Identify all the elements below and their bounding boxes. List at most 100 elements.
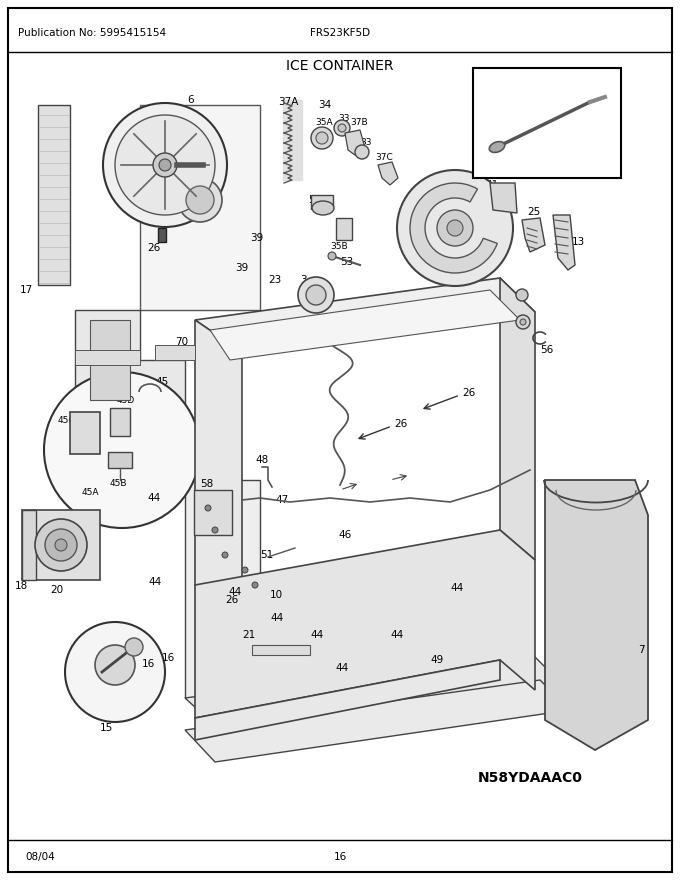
Polygon shape: [345, 130, 365, 155]
Text: 44: 44: [390, 630, 403, 640]
Text: 26: 26: [147, 243, 160, 253]
Text: 45: 45: [155, 377, 168, 387]
Text: 50: 50: [72, 528, 85, 538]
Text: 45C: 45C: [58, 415, 75, 424]
Bar: [22, 510, 100, 580]
Polygon shape: [75, 350, 140, 365]
Bar: [194, 490, 232, 535]
Text: 25: 25: [504, 293, 517, 303]
Text: 25: 25: [527, 207, 540, 217]
Text: 46: 46: [338, 530, 352, 540]
Text: 2: 2: [488, 310, 494, 320]
Circle shape: [178, 178, 222, 222]
Text: 16: 16: [142, 659, 155, 669]
Text: 44: 44: [450, 583, 463, 593]
Circle shape: [212, 527, 218, 533]
Polygon shape: [522, 218, 545, 252]
Circle shape: [298, 277, 334, 313]
Bar: [22, 510, 36, 580]
Text: 54: 54: [447, 195, 460, 205]
Text: 21: 21: [242, 630, 255, 640]
Text: 49: 49: [430, 655, 443, 665]
Text: 15: 15: [100, 723, 114, 733]
Polygon shape: [185, 680, 570, 762]
Polygon shape: [75, 310, 185, 430]
Text: 44: 44: [310, 630, 323, 640]
Bar: [108, 452, 132, 468]
Text: 37A: 37A: [278, 97, 299, 107]
Wedge shape: [410, 183, 497, 273]
Bar: [70, 412, 100, 454]
Circle shape: [334, 120, 350, 136]
Bar: [473, 68, 621, 178]
Text: 44: 44: [147, 493, 160, 503]
Circle shape: [516, 289, 528, 301]
Circle shape: [222, 552, 228, 558]
Circle shape: [159, 159, 171, 171]
Text: 16: 16: [162, 653, 175, 663]
Circle shape: [328, 252, 336, 260]
Circle shape: [355, 145, 369, 159]
Polygon shape: [490, 183, 517, 213]
Text: 4: 4: [238, 350, 245, 360]
Text: 39: 39: [235, 263, 248, 273]
Text: 22: 22: [480, 73, 493, 83]
Polygon shape: [553, 215, 575, 270]
Circle shape: [95, 645, 135, 685]
Bar: [110, 408, 130, 436]
Polygon shape: [210, 290, 520, 360]
Text: 35A: 35A: [315, 118, 333, 127]
Text: 44: 44: [228, 587, 241, 597]
Circle shape: [338, 124, 346, 132]
Text: 44: 44: [335, 663, 348, 673]
Polygon shape: [185, 480, 260, 698]
Polygon shape: [195, 320, 242, 618]
Circle shape: [125, 638, 143, 656]
Text: 56: 56: [540, 345, 554, 355]
Text: 26: 26: [462, 388, 475, 398]
Circle shape: [65, 622, 165, 722]
Text: 13: 13: [572, 237, 585, 247]
Circle shape: [447, 220, 463, 236]
Text: 52: 52: [308, 195, 321, 205]
Polygon shape: [500, 278, 535, 560]
Polygon shape: [38, 105, 70, 285]
Text: 39: 39: [250, 233, 263, 243]
Text: Publication No: 5995415154: Publication No: 5995415154: [18, 28, 166, 38]
Bar: [158, 228, 166, 242]
Polygon shape: [90, 320, 130, 400]
Text: 3: 3: [300, 275, 307, 285]
Text: 45A: 45A: [82, 488, 99, 496]
Text: 51: 51: [260, 550, 273, 560]
Text: 45D: 45D: [117, 395, 135, 405]
Text: 23: 23: [268, 275, 282, 285]
Text: 20: 20: [50, 585, 63, 595]
Text: N58YDAAAC0: N58YDAAAC0: [477, 771, 583, 785]
Text: 33: 33: [360, 137, 371, 146]
Polygon shape: [378, 162, 398, 185]
Circle shape: [153, 153, 177, 177]
Text: 7: 7: [638, 645, 645, 655]
Text: 37B: 37B: [350, 118, 368, 127]
Text: 16: 16: [333, 852, 347, 862]
Text: 17: 17: [20, 285, 33, 295]
Text: 58: 58: [200, 479, 214, 489]
Text: 35B: 35B: [330, 241, 347, 251]
Text: 44: 44: [148, 577, 161, 587]
Text: 6: 6: [187, 95, 194, 105]
Text: ICE CONTAINER: ICE CONTAINER: [286, 59, 394, 73]
Text: 53: 53: [340, 257, 353, 267]
Ellipse shape: [490, 142, 505, 152]
Polygon shape: [140, 105, 260, 310]
Circle shape: [516, 315, 530, 329]
Circle shape: [35, 519, 87, 571]
Text: 33: 33: [338, 114, 350, 122]
Text: 41: 41: [485, 180, 498, 190]
Polygon shape: [195, 278, 535, 352]
Polygon shape: [195, 530, 535, 718]
Circle shape: [306, 285, 326, 305]
Circle shape: [55, 539, 67, 551]
Text: 26: 26: [225, 595, 238, 605]
Ellipse shape: [312, 201, 334, 215]
Text: 26: 26: [183, 113, 197, 123]
